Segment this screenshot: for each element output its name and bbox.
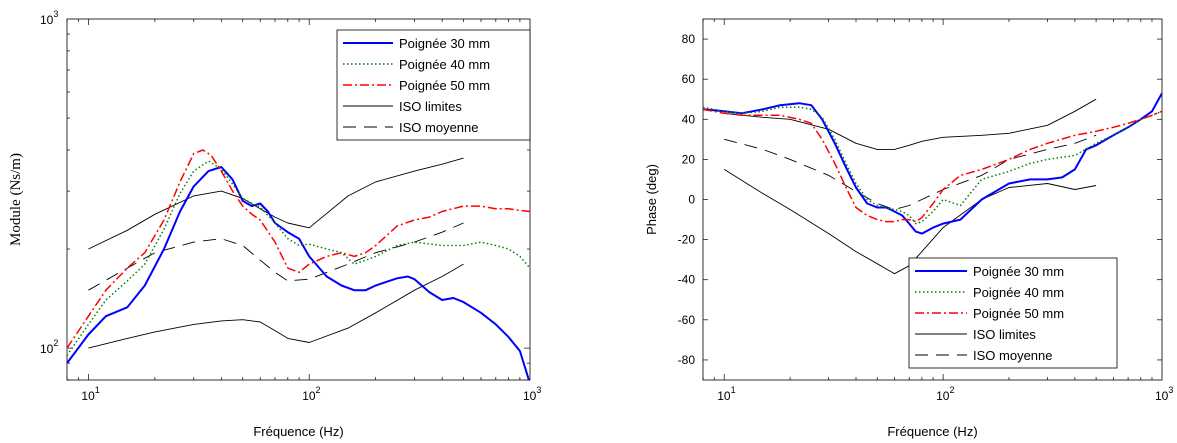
x-tick-base: 10 bbox=[936, 389, 950, 403]
y-tick-label: 102 bbox=[40, 338, 58, 356]
y-tick-base: 10 bbox=[40, 13, 54, 27]
legend: Poignée 30 mm Poignée 40 mm Poignée 50 mm I… bbox=[336, 29, 531, 141]
phase-chart: 101 102 103806040200-20-40-60-80Fréquence … bbox=[644, 18, 1173, 439]
series-line bbox=[703, 106, 1162, 225]
series-line bbox=[703, 108, 1162, 223]
legend-label: Poignée 30 mm bbox=[973, 264, 1064, 279]
y-tick-label: 60 bbox=[682, 72, 696, 86]
x-tick-exponent: 2 bbox=[316, 385, 321, 395]
y-axis-label: Phase (deg) bbox=[644, 164, 659, 235]
legend-label: ISO limites bbox=[399, 99, 462, 114]
x-tick-label: 103 bbox=[523, 385, 541, 403]
series-line bbox=[703, 92, 1162, 235]
x-tick-base: 10 bbox=[302, 389, 316, 403]
x-tick-base: 10 bbox=[523, 389, 537, 403]
series-line bbox=[67, 149, 530, 349]
x-tick-base: 10 bbox=[717, 389, 731, 403]
x-tick-exponent: 1 bbox=[731, 385, 736, 395]
legend: Poignée 30 mm Poignée 40 mm Poignée 50 mm I… bbox=[908, 257, 1118, 369]
y-tick-label: 40 bbox=[682, 112, 696, 126]
legend-label: Poignée 50 mm bbox=[973, 306, 1064, 321]
x-tick-label: 102 bbox=[302, 385, 320, 403]
y-tick-label: 20 bbox=[682, 152, 696, 166]
series-line bbox=[67, 166, 530, 380]
y-tick-label: -60 bbox=[678, 313, 696, 327]
y-tick-label: -40 bbox=[678, 273, 696, 287]
series-line bbox=[88, 157, 464, 250]
x-axis-label: Fréquence (Hz) bbox=[887, 424, 977, 439]
x-tick-exponent: 3 bbox=[1168, 385, 1173, 395]
x-tick-base: 10 bbox=[81, 389, 95, 403]
x-tick-exponent: 1 bbox=[95, 385, 100, 395]
legend-label: Poignée 50 mm bbox=[399, 78, 490, 93]
legend-label: Poignée 30 mm bbox=[399, 36, 490, 51]
legend-label: Poignée 40 mm bbox=[399, 57, 490, 72]
y-tick-label: -80 bbox=[678, 353, 696, 367]
series-line bbox=[724, 98, 1097, 150]
x-tick-base: 10 bbox=[1155, 389, 1169, 403]
x-tick-label: 102 bbox=[936, 385, 954, 403]
y-tick-label: 80 bbox=[682, 32, 696, 46]
x-tick-exponent: 3 bbox=[536, 385, 541, 395]
legend-label: Poignée 40 mm bbox=[973, 285, 1064, 300]
y-tick-base: 10 bbox=[40, 342, 54, 356]
y-tick-label: 0 bbox=[688, 193, 695, 207]
legend-box bbox=[336, 29, 531, 141]
y-axis-label: Module (Ns/m) bbox=[8, 153, 24, 246]
y-tick-exponent: 2 bbox=[53, 338, 58, 348]
y-tick-label: 103 bbox=[40, 9, 58, 27]
x-tick-label: 103 bbox=[1155, 385, 1173, 403]
x-tick-label: 101 bbox=[81, 385, 99, 403]
x-axis-label: Fréquence (Hz) bbox=[253, 424, 343, 439]
legend-box bbox=[908, 257, 1118, 369]
series-line bbox=[88, 263, 464, 349]
series-line bbox=[67, 160, 530, 356]
legend-label: ISO moyenne bbox=[399, 120, 479, 135]
x-tick-label: 101 bbox=[717, 385, 735, 403]
series-line bbox=[88, 222, 464, 291]
legend-label: ISO limites bbox=[973, 327, 1036, 342]
series-line bbox=[724, 134, 1097, 210]
legend-label: ISO moyenne bbox=[973, 348, 1053, 363]
y-tick-label: -20 bbox=[678, 233, 696, 247]
y-tick-exponent: 3 bbox=[53, 9, 58, 19]
x-tick-exponent: 2 bbox=[949, 385, 954, 395]
